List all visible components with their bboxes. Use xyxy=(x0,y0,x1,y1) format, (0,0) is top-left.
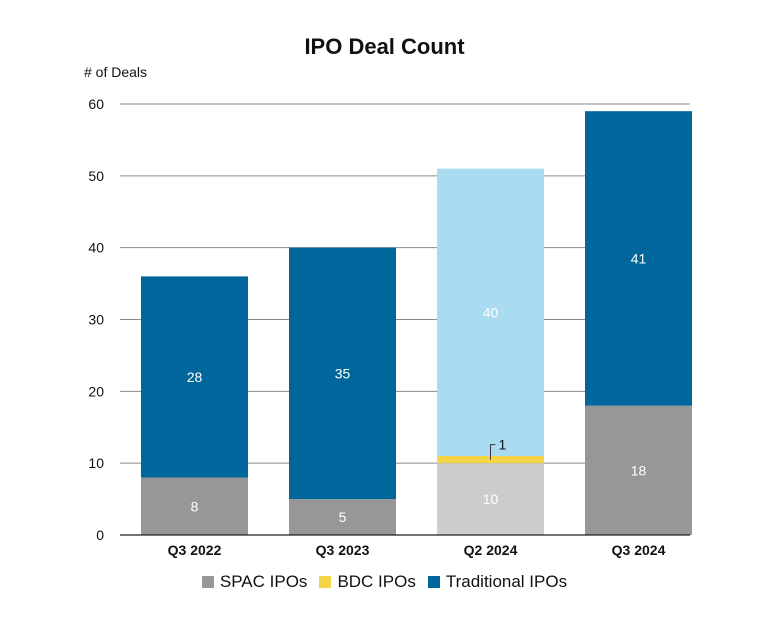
data-label: 35 xyxy=(335,365,351,381)
x-tick-label: Q3 2022 xyxy=(168,542,222,558)
legend: SPAC IPOs BDC IPOs Traditional IPOs xyxy=(0,572,769,592)
labels-layer: 8 28 5 35 10 1 40 18 41 xyxy=(187,250,647,525)
chart-title: IPO Deal Count xyxy=(304,34,465,59)
x-tick-label: Q3 2023 xyxy=(316,542,370,558)
y-tick-label: 0 xyxy=(96,527,104,543)
bar-segment xyxy=(437,168,544,456)
y-tick-label: 50 xyxy=(88,168,104,184)
y-tick-label: 10 xyxy=(88,455,104,471)
bar-segment xyxy=(289,247,396,500)
legend-swatch xyxy=(427,576,440,588)
bar-segment xyxy=(141,276,248,478)
data-label-leader xyxy=(490,444,496,460)
y-tick-label: 60 xyxy=(88,96,104,112)
legend-swatch xyxy=(319,576,332,588)
legend-label: Traditional IPOs xyxy=(445,572,568,591)
bar-segment xyxy=(141,477,248,535)
legend-item: SPAC IPOs xyxy=(201,572,308,592)
data-label: 8 xyxy=(191,498,199,514)
y-tick-label: 40 xyxy=(88,240,104,256)
legend-label: BDC IPOs xyxy=(337,572,416,591)
data-label: 10 xyxy=(483,491,499,507)
data-label: 5 xyxy=(339,509,347,525)
data-label: 41 xyxy=(631,250,647,266)
legend-label: SPAC IPOs xyxy=(219,572,308,591)
axis-layer: 0 10 20 30 40 50 60 Q3 2022 Q3 2023 Q2 2024 Q3 202… xyxy=(88,96,690,558)
y-tick-label: 30 xyxy=(88,312,104,328)
bar-segment xyxy=(289,499,396,535)
data-label: 18 xyxy=(631,462,647,478)
legend-swatch xyxy=(201,576,214,588)
legend-item: BDC IPOs xyxy=(319,572,416,592)
bar-segment xyxy=(585,405,692,535)
data-label: 40 xyxy=(483,304,499,320)
x-tick-label: Q3 2024 xyxy=(612,542,666,558)
data-label: 1 xyxy=(499,437,507,453)
y-tick-label: 20 xyxy=(88,383,104,399)
legend-item: Traditional IPOs xyxy=(427,572,568,592)
bar-segment xyxy=(585,111,692,406)
x-tick-label: Q2 2024 xyxy=(464,542,518,558)
bar-segment xyxy=(437,463,544,535)
bars-layer xyxy=(141,111,692,535)
data-label: 28 xyxy=(187,369,203,385)
y-axis-label: # of Deals xyxy=(84,64,148,80)
